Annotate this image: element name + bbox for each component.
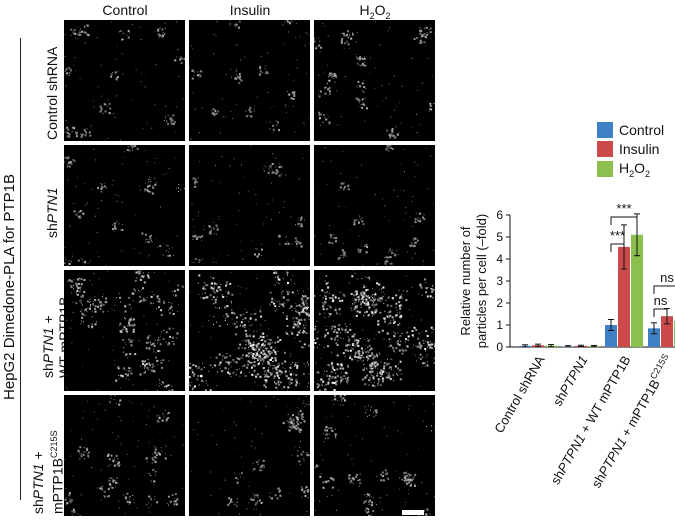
x-category-label: shPTPN1 <box>550 353 591 409</box>
bar-control <box>562 346 574 348</box>
bar-insulin <box>618 246 630 347</box>
significance-bracket-1-label: *** <box>616 201 631 216</box>
bar-control <box>648 328 660 347</box>
y-tick-label: 4 <box>496 252 503 266</box>
micrograph-shptn1-wt-insulin <box>189 270 310 391</box>
legend-swatch-insulin <box>597 141 613 157</box>
significance-bracket-2 <box>610 243 625 252</box>
micrograph-shptn1-h2o2 <box>314 145 435 266</box>
column-header-insulin: Insulin <box>229 2 271 18</box>
bar-control <box>605 325 617 347</box>
micrograph-shptn1-insulin <box>189 145 310 266</box>
column-header-control: Control <box>102 2 148 18</box>
significance-bracket-4-label: ns <box>654 293 668 308</box>
side-label: HepG2 Dimedone-PLA for PTP1B <box>1 174 18 400</box>
micrograph-control-shrna-h2o2 <box>314 20 435 141</box>
significance-bracket-3-label: ns <box>660 270 674 285</box>
legend-item-h2o2: H2O2 <box>597 160 650 179</box>
y-tick-label: 2 <box>496 296 503 310</box>
y-tick-label: 3 <box>496 274 503 288</box>
bar-h2o2 <box>631 234 643 347</box>
legend-item-control: Control <box>597 122 664 138</box>
micrograph-shptn1-control <box>64 145 185 266</box>
legend-label-insulin: Insulin <box>619 141 660 157</box>
y-tick-label: 1 <box>496 318 503 332</box>
micrograph-control-shrna-control <box>64 20 185 141</box>
y-axis-label: Relative number ofparticles per cell (–f… <box>458 214 489 348</box>
bar-control <box>519 345 531 347</box>
bar-insulin <box>575 345 587 347</box>
significance-bracket-1 <box>610 216 638 225</box>
bar-h2o2 <box>545 345 557 347</box>
y-tick-label: 0 <box>496 340 503 354</box>
y-tick-label: 5 <box>496 230 503 244</box>
micrograph-control-shrna-insulin <box>189 20 310 141</box>
x-category-label: shPTPN1 + mPTP1BC215S <box>587 352 675 490</box>
bar-h2o2 <box>588 346 600 347</box>
significance-bracket-2-label: *** <box>610 228 625 243</box>
x-category-label: shPTPN1 + WT mPTP1B <box>548 353 634 487</box>
column-header-h2o2: H2O2 <box>359 2 391 21</box>
legend-label-control: Control <box>619 122 665 138</box>
micrograph-shptn1-wt-h2o2 <box>314 270 435 391</box>
micrograph-shptn1-c215s-control <box>64 395 185 516</box>
row-label-shptn1-c215s: shPTN1 + mPTP1BC215S <box>30 430 66 514</box>
row-label-control-shrna: Control shRNA <box>44 46 60 140</box>
x-category-label: Control shRNA <box>491 353 548 436</box>
significance-bracket-3 <box>653 285 675 294</box>
micrograph-shptn1-c215s-h2o2 <box>314 395 435 516</box>
significance-bracket-4 <box>653 308 668 317</box>
legend-swatch-h2o2 <box>597 161 613 178</box>
bar-insulin <box>532 345 544 347</box>
scale-bar <box>402 510 424 515</box>
micrograph-grid <box>64 20 439 518</box>
y-tick-label: 6 <box>496 208 503 222</box>
micrograph-shptn1-c215s-insulin <box>189 395 310 516</box>
micrograph-shptn1-wt-control <box>64 270 185 391</box>
bar-insulin <box>661 316 673 347</box>
legend-label-h2o2: H2O2 <box>619 160 651 179</box>
legend-swatch-control <box>597 122 613 138</box>
row-label-shptn1: shPTN1 <box>44 187 60 238</box>
legend-item-insulin: Insulin <box>597 141 659 157</box>
side-label-bracket <box>20 38 21 500</box>
